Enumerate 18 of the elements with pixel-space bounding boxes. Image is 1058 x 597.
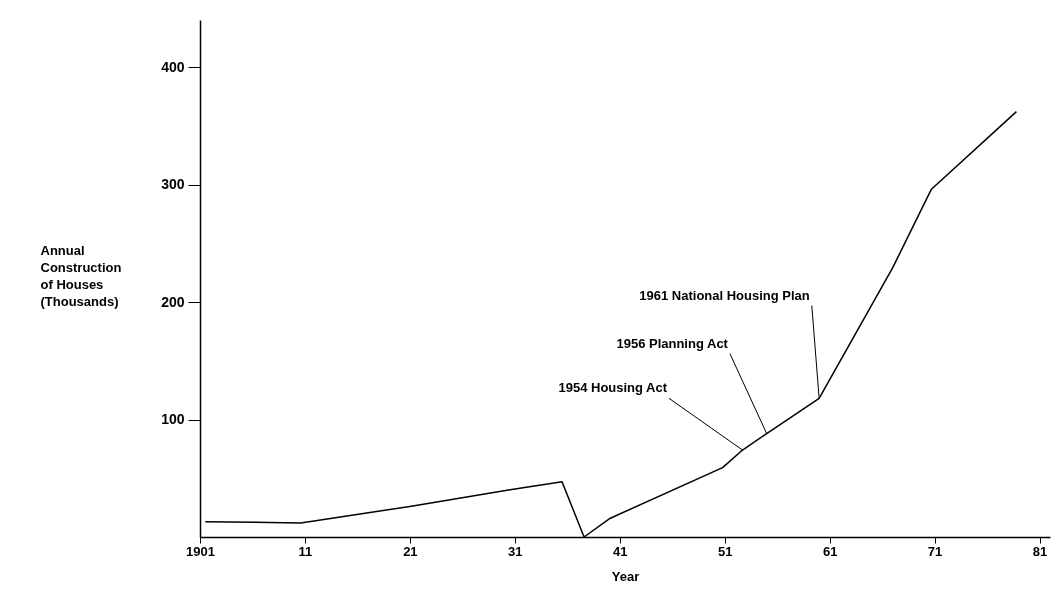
y-axis-title: Annual Construction of Houses (Thousands) <box>40 242 122 309</box>
x-tick-label: 71 <box>927 543 943 559</box>
x-tick-label: 1901 <box>186 543 215 559</box>
x-tick-label: 61 <box>822 543 838 559</box>
y-tick-label: 300 <box>161 176 185 192</box>
x-tick-label: 31 <box>508 543 523 559</box>
annotation: 1954 Housing Act <box>558 380 668 396</box>
x-tick-label: 81 <box>1032 543 1048 559</box>
x-tick-label: 51 <box>717 543 733 559</box>
x-axis-title: Year <box>611 568 640 584</box>
x-tick-label: 21 <box>403 543 418 559</box>
y-tick-label: 400 <box>161 58 185 75</box>
x-tick-label: 41 <box>613 543 628 559</box>
x-tick-label: 11 <box>298 543 313 559</box>
y-tick-label: 100 <box>161 411 185 427</box>
y-tick-label: 200 <box>161 293 185 310</box>
annotation: 1956 Planning Act <box>616 335 729 351</box>
annotation: 1961 National Housing Plan <box>639 287 810 303</box>
